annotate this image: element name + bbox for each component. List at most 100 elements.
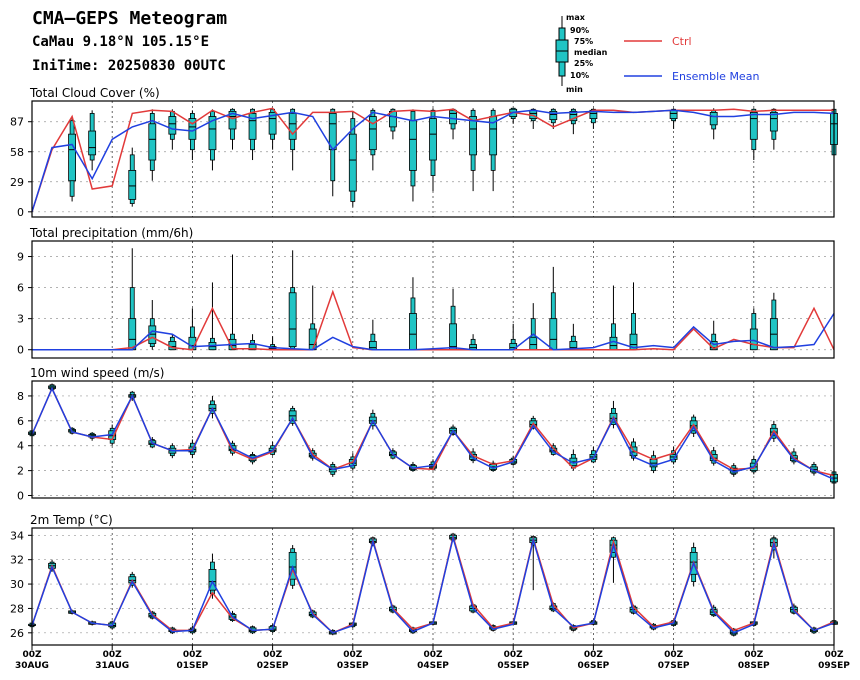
wind-speed-panel: 10m wind speed (m/s) 0 2 4 6 8: [17, 366, 838, 503]
box-inner: [749, 328, 758, 351]
x-tick-label-time: 00Z: [183, 650, 203, 660]
legend-label-p90: 90%: [570, 26, 589, 35]
box-inner: [449, 109, 457, 125]
box-inner: [208, 116, 217, 151]
y-tick-label: 0: [17, 206, 24, 219]
box-inner: [148, 123, 157, 161]
y-tick-label: 3: [17, 313, 24, 326]
box-inner: [368, 116, 377, 151]
box-inner: [569, 110, 578, 122]
box-inner: [769, 111, 778, 132]
x-tick-label-time: 00Z: [744, 650, 764, 660]
box-inner: [288, 292, 297, 348]
x-tick-label-date: 04SEP: [417, 661, 449, 671]
box-inner: [168, 116, 177, 135]
box-inner: [669, 109, 678, 120]
panel-frame: [31, 100, 835, 218]
box-inner: [409, 120, 417, 171]
box-inner: [128, 169, 137, 200]
x-tick-label-date: 07SEP: [658, 661, 690, 671]
x-tick-label-date: 03SEP: [337, 661, 369, 671]
init-time-label: IniTime: 20250830 00UTC: [32, 58, 226, 74]
location-label: CaMau 9.18°N 105.15°E: [32, 34, 210, 50]
box-inner: [549, 318, 558, 351]
legend: max 90% 75% median 25% 10% min Ctrl Ense…: [555, 13, 759, 94]
x-tick-label-time: 00Z: [343, 650, 363, 660]
y-tick-label: 6: [17, 282, 24, 295]
x-tick-label-date: 31AUG: [95, 661, 129, 671]
x-tick-label-time: 00Z: [824, 650, 844, 660]
legend-label-median: median: [574, 48, 608, 57]
cloud-cover-panel: Total Cloud Cover (%) 0 29 58 87: [10, 86, 838, 219]
x-tick-label-date: 09SEP: [818, 661, 850, 671]
y-tick-label: 32: [10, 554, 24, 567]
y-tick-label: 34: [10, 529, 24, 542]
x-tick-label-date: 08SEP: [738, 661, 770, 671]
ensemble-mean-line: [31, 109, 835, 213]
x-tick-label-date: 02SEP: [257, 661, 289, 671]
x-tick-label-date: 01SEP: [177, 661, 209, 671]
box-inner: [348, 133, 357, 192]
panel-frame: [31, 240, 835, 359]
box-inner: [208, 569, 217, 591]
ctrl-line: [31, 107, 834, 213]
box-inner: [449, 323, 457, 351]
panel-title: 10m wind speed (m/s): [30, 366, 164, 380]
ctrl-line: [32, 289, 835, 351]
ensemble-mean-line: [31, 534, 835, 634]
box-inner: [268, 111, 277, 135]
x-tick-label-time: 00Z: [22, 650, 42, 660]
y-tick-label: 0: [17, 490, 24, 503]
box-inner: [308, 328, 317, 351]
box-inner: [409, 313, 417, 351]
panel-title: Total precipitation (mm/6h): [29, 226, 193, 240]
box-inner: [248, 344, 257, 351]
precipitation-panel: Total precipitation (mm/6h) 0 3 6 9: [17, 226, 835, 359]
box-inner: [88, 130, 97, 156]
box-inner: [128, 318, 137, 351]
box-inner: [609, 336, 618, 351]
panel-title: Total Cloud Cover (%): [29, 86, 160, 100]
box-inner: [248, 113, 257, 140]
legend-label-p75: 75%: [574, 37, 593, 46]
y-tick-label: 0: [17, 344, 24, 357]
panel-title: 2m Temp (°C): [30, 513, 113, 527]
y-tick-label: 2: [17, 465, 24, 478]
y-tick-label: 9: [17, 251, 24, 264]
x-axis-labels: 00Z30AUG00Z31AUG00Z01SEP00Z02SEP00Z03SEP…: [15, 645, 850, 671]
legend-label-min: min: [566, 85, 583, 94]
y-tick-label: 26: [10, 627, 24, 640]
x-tick-label-date: 05SEP: [497, 661, 529, 671]
legend-label-p25: 25%: [574, 59, 593, 68]
y-tick-label: 29: [10, 176, 24, 189]
box-inner: [148, 325, 157, 344]
x-tick-label-time: 00Z: [584, 650, 604, 660]
ensemble-mean-line: [31, 386, 835, 480]
x-tick-label-date: 30AUG: [15, 661, 49, 671]
box-inner: [228, 110, 237, 130]
box-inner: [549, 110, 558, 121]
ensemble-mean-line: [32, 313, 835, 351]
x-tick-label-time: 00Z: [103, 650, 123, 660]
box-inner: [429, 118, 437, 161]
y-tick-label: 87: [10, 116, 24, 129]
temperature-panel: 2m Temp (°C) 26 28 30 32 34: [10, 513, 838, 646]
y-tick-label: 30: [10, 578, 24, 591]
x-tick-label-time: 00Z: [664, 650, 684, 660]
box-inner: [288, 113, 297, 140]
box-inner: [469, 116, 478, 156]
panel-frame: [31, 527, 835, 646]
x-tick-label-date: 06SEP: [578, 661, 610, 671]
x-tick-label-time: 00Z: [423, 650, 443, 660]
box-inner: [529, 336, 538, 351]
box-inner: [709, 111, 718, 126]
y-tick-label: 58: [10, 146, 24, 159]
legend-mean-label: Ensemble Mean: [672, 70, 759, 83]
y-tick-label: 8: [17, 390, 24, 403]
x-tick-label-time: 00Z: [504, 650, 524, 660]
y-tick-label: 4: [17, 440, 24, 453]
legend-label-p10: 10%: [570, 71, 589, 80]
box-inner: [368, 341, 377, 351]
